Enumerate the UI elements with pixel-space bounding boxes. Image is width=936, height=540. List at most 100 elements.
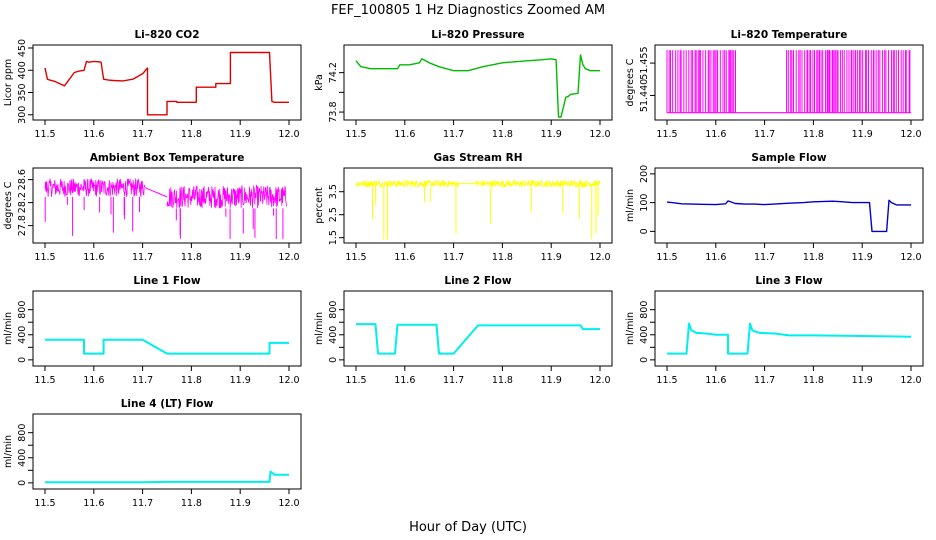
x-tick-label: 11.5 xyxy=(656,129,677,140)
panel-line-1-flow: Line 1 Flow ml/min 11.5 11.6 11.7 11.8 11.9 12.… xyxy=(3,275,302,386)
y-tick-label: 51.455 xyxy=(639,46,650,79)
x-tick-label: 11.9 xyxy=(230,498,251,509)
y-axis-label: ml/min xyxy=(625,189,636,222)
x-tick-label: 12.0 xyxy=(278,498,299,509)
series-noise-band xyxy=(166,184,287,209)
x-tick-label: 11.6 xyxy=(83,375,104,386)
x-tick-label: 11.9 xyxy=(230,252,251,263)
x-tick-label: 11.9 xyxy=(541,252,562,263)
x-tick-label: 12.0 xyxy=(900,129,921,140)
x-tick-label: 11.5 xyxy=(34,129,55,140)
panel-title: Gas Stream RH xyxy=(433,152,522,164)
y-axis-label: kPa xyxy=(314,74,325,91)
series-line xyxy=(44,51,289,116)
series-line xyxy=(45,470,289,484)
x-tick-label: 12.0 xyxy=(278,252,299,263)
y-tick-label: 51.440 xyxy=(639,79,650,112)
x-tick-label: 11.5 xyxy=(34,498,55,509)
x-tick-label: 12.0 xyxy=(589,375,610,386)
plot-frame xyxy=(32,44,302,121)
x-tick-label: 11.6 xyxy=(394,252,415,263)
x-tick-label: 11.8 xyxy=(181,252,202,263)
y-axis-label: Licor ppm xyxy=(3,59,14,106)
series-line xyxy=(356,323,600,355)
y-tick-label: 800 xyxy=(328,301,339,319)
x-tick-label: 11.5 xyxy=(34,375,55,386)
y-axis-label: ml/min xyxy=(3,435,14,468)
panel-title: Li–820 Pressure xyxy=(431,29,524,41)
y-tick-label: 3.5 xyxy=(328,184,339,199)
panel-title: Line 2 Flow xyxy=(444,275,511,287)
x-tick-label: 11.8 xyxy=(492,129,513,140)
series-line xyxy=(666,199,911,233)
y-tick-label: 400 xyxy=(328,326,339,344)
x-tick-label: 11.6 xyxy=(705,375,726,386)
y-tick-label: 0 xyxy=(328,357,339,363)
x-tick-label: 11.6 xyxy=(83,129,104,140)
x-tick-label: 11.9 xyxy=(852,375,873,386)
y-tick-label: 350 xyxy=(17,83,28,101)
x-tick-label: 12.0 xyxy=(900,375,921,386)
x-tick-label: 11.8 xyxy=(492,375,513,386)
y-tick-label: 300 xyxy=(17,106,28,124)
panel-title: Sample Flow xyxy=(751,152,826,164)
y-tick-label: 400 xyxy=(17,326,28,344)
panel-ambient-box-temperature: Ambient Box Temperature degrees C 11.5 11.6… xyxy=(3,152,302,263)
x-tick-label: 11.8 xyxy=(181,498,202,509)
series-line xyxy=(667,322,912,355)
panel-title: Ambient Box Temperature xyxy=(90,152,245,164)
y-tick-label: 0 xyxy=(17,357,28,363)
plot-frame xyxy=(654,290,924,367)
x-tick-label: 11.8 xyxy=(492,252,513,263)
y-tick-label: 2.5 xyxy=(328,207,339,222)
y-axis-label: degrees C xyxy=(625,58,636,106)
series-noise-band xyxy=(475,179,601,189)
y-axis-label: percent xyxy=(314,187,325,224)
x-tick-label: 11.5 xyxy=(656,375,677,386)
y-tick-label: 0 xyxy=(639,357,650,363)
panel-licor-temperature: Li–820 Temperature degrees C 11.5 11.6 11.7 1… xyxy=(625,29,924,140)
x-tick-label: 11.8 xyxy=(181,129,202,140)
x-tick-label: 11.6 xyxy=(83,498,104,509)
panel-sample-flow: Sample Flow ml/min 11.5 11.6 11.7 11.8 11.9 12.… xyxy=(625,152,924,263)
panel-gas-stream-rh: Gas Stream RH percent 11.5 11.6 11.7 11.8 11.9… xyxy=(314,152,613,263)
x-tick-label: 11.8 xyxy=(181,375,202,386)
x-tick-label: 11.9 xyxy=(541,375,562,386)
x-tick-label: 11.7 xyxy=(443,129,464,140)
x-tick-label: 12.0 xyxy=(589,252,610,263)
y-tick-label: 800 xyxy=(17,301,28,319)
panel-line-2-flow: Line 2 Flow ml/min 11.5 11.6 11.7 11.8 11.9 12.… xyxy=(314,275,613,386)
panel-licor-co2: Li–820 CO2 Licor ppm 11.5 11.6 11.7 11.8 11.9 1… xyxy=(3,29,302,140)
plot-frame xyxy=(654,44,924,121)
x-tick-label: 11.7 xyxy=(443,375,464,386)
y-tick-label: 400 xyxy=(17,449,28,467)
panel-title: Li–820 Temperature xyxy=(731,29,848,41)
x-tick-label: 11.6 xyxy=(394,129,415,140)
x-tick-label: 11.9 xyxy=(230,129,251,140)
y-tick-label: 100 xyxy=(639,194,650,212)
x-tick-label: 11.9 xyxy=(230,375,251,386)
x-tick-label: 11.7 xyxy=(132,129,153,140)
y-tick-label: 74.2 xyxy=(328,62,339,83)
y-tick-label: 200 xyxy=(639,165,650,183)
x-tick-label: 11.9 xyxy=(852,252,873,263)
plot-frame xyxy=(343,44,613,121)
x-tick-label: 11.8 xyxy=(803,129,824,140)
y-tick-label: 0 xyxy=(17,480,28,486)
x-tick-label: 12.0 xyxy=(589,129,610,140)
figure-x-axis-label: Hour of Day (UTC) xyxy=(409,520,527,535)
plot-frame xyxy=(654,167,924,244)
y-axis-label: ml/min xyxy=(3,312,14,345)
x-tick-label: 11.6 xyxy=(705,252,726,263)
y-tick-label: 450 xyxy=(17,39,28,57)
x-tick-label: 11.5 xyxy=(345,129,366,140)
y-tick-label: 28.6 xyxy=(17,169,28,190)
x-tick-label: 11.9 xyxy=(852,129,873,140)
series-noise-band xyxy=(355,179,459,189)
y-tick-label: 400 xyxy=(639,326,650,344)
plot-frame xyxy=(32,413,302,490)
y-axis-label: ml/min xyxy=(625,312,636,345)
x-tick-label: 11.7 xyxy=(754,375,775,386)
x-tick-label: 11.6 xyxy=(705,129,726,140)
panel-line-4-lt-flow: Line 4 (LT) Flow ml/min 11.5 11.6 11.7 11.8 11… xyxy=(3,398,302,509)
